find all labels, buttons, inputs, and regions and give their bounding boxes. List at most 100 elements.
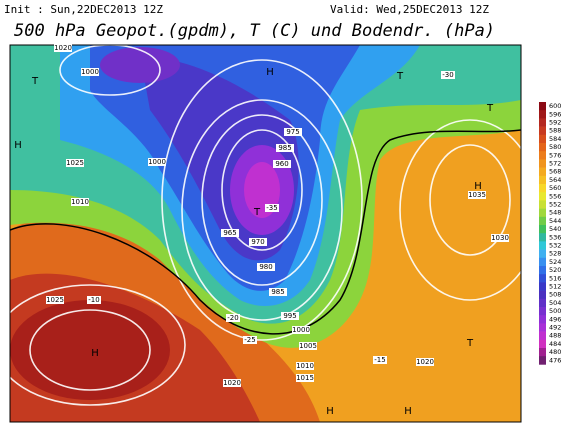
isobar-label: 1005 [299, 342, 317, 350]
temperature-label: -20 [227, 314, 238, 322]
isobar-label: 1025 [66, 159, 84, 167]
label-box [249, 238, 267, 246]
colorbar-label: 600 [549, 102, 561, 110]
colorbar-label: 536 [549, 233, 561, 241]
colorbar-swatch [539, 200, 546, 209]
valid-time: Valid: Wed,25DEC2013 12Z [330, 3, 489, 16]
isobar-label: 1000 [148, 158, 166, 166]
map-field [10, 45, 521, 422]
colorbar-swatch [539, 348, 546, 357]
colorbar-swatch [539, 151, 546, 160]
isobar-label: 1030 [491, 234, 509, 242]
colorbar-swatch [539, 175, 546, 185]
colorbar-label: 560 [549, 184, 561, 192]
label-box [221, 229, 239, 237]
colorbar-label: 500 [549, 307, 561, 315]
pressure-center: T [31, 76, 39, 87]
isobar-label: 965 [223, 229, 236, 237]
colorbar-label: 484 [549, 340, 561, 348]
isobar-label: 975 [286, 128, 299, 136]
label-box [71, 198, 89, 206]
colorbar-swatch [539, 323, 546, 332]
colorbar-label: 552 [549, 201, 561, 209]
colorbar-label: 528 [549, 250, 561, 258]
isobar-label: 1010 [71, 198, 89, 206]
colorbar-label: 496 [549, 315, 561, 323]
colorbar-swatch [539, 159, 546, 168]
colorbar: 6005965925885845805765725685645605565525… [539, 102, 561, 365]
pressure-center: H [326, 406, 334, 417]
label-box [269, 288, 287, 296]
pressure-center: H [404, 406, 412, 417]
colorbar-swatch [539, 225, 546, 234]
colorbar-swatch [539, 192, 546, 201]
isobar-label: 1020 [223, 379, 241, 387]
isobar-label: 960 [275, 160, 288, 168]
map-title: 500 hPa Geopot.(gpdm), T (C) und Bodendr… [14, 21, 495, 41]
colorbar-label: 492 [549, 324, 561, 332]
colorbar-swatch [539, 298, 546, 308]
colorbar-label: 516 [549, 274, 561, 282]
label-box [284, 128, 302, 136]
label-box [226, 314, 240, 322]
isobar-label: 1025 [46, 296, 64, 304]
pressure-center: T [253, 207, 261, 218]
label-box [373, 356, 387, 364]
map-frame [9, 44, 522, 423]
colorbar-label: 480 [549, 348, 561, 356]
colorbar-label: 564 [549, 176, 561, 184]
label-box [66, 159, 84, 167]
colorbar-swatch [539, 241, 546, 250]
colorbar-swatch [539, 274, 546, 283]
colorbar-swatch [539, 126, 546, 136]
colorbar-swatch [539, 307, 546, 316]
colorbar-label: 476 [549, 356, 561, 364]
colorbar-swatch [539, 282, 546, 291]
pressure-center: H [14, 140, 22, 151]
pressure-center: T [486, 103, 494, 114]
colorbar-swatch [539, 233, 546, 242]
colorbar-swatch [539, 331, 546, 341]
colorbar-label: 512 [549, 283, 561, 291]
label-box [416, 358, 434, 366]
colorbar-label: 584 [549, 135, 561, 143]
pressure-center: H [266, 67, 274, 78]
label-box [468, 191, 486, 199]
pressure-center: T [466, 338, 474, 349]
isobar-label: 1020 [54, 44, 72, 52]
colorbar-swatch [539, 134, 546, 144]
colorbar-swatch [539, 110, 546, 119]
isobar-label: 985 [271, 288, 284, 296]
isobar-label: 1000 [292, 326, 310, 334]
pressure-center: T [396, 71, 404, 82]
isobar-label: 1010 [296, 362, 314, 370]
temperature-label: -35 [266, 204, 277, 212]
isobar-label: 980 [259, 263, 272, 271]
label-box [441, 71, 455, 79]
colorbar-label: 588 [549, 127, 561, 135]
temperature-label: -30 [442, 71, 453, 79]
label-box [265, 204, 279, 212]
temperature-label: -15 [374, 356, 385, 364]
colorbar-swatch [539, 143, 546, 152]
colorbar-label: 572 [549, 160, 561, 168]
isobar-label: 1015 [296, 374, 314, 382]
colorbar-swatch [539, 118, 546, 127]
temperature-label: -10 [88, 296, 99, 304]
colorbar-label: 576 [549, 151, 561, 159]
colorbar-label: 596 [549, 110, 561, 118]
colorbar-label: 568 [549, 168, 561, 176]
label-box [296, 362, 314, 370]
colorbar-swatch [539, 315, 546, 324]
label-box [243, 336, 257, 344]
label-box [276, 144, 294, 152]
colorbar-label: 580 [549, 143, 561, 151]
colorbar-label: 508 [549, 291, 561, 299]
colorbar-swatch [539, 257, 546, 267]
colorbar-swatch [539, 216, 546, 226]
label-box [54, 44, 72, 52]
label-box [81, 68, 99, 76]
colorbar-swatch [539, 167, 546, 177]
label-box [148, 158, 166, 166]
